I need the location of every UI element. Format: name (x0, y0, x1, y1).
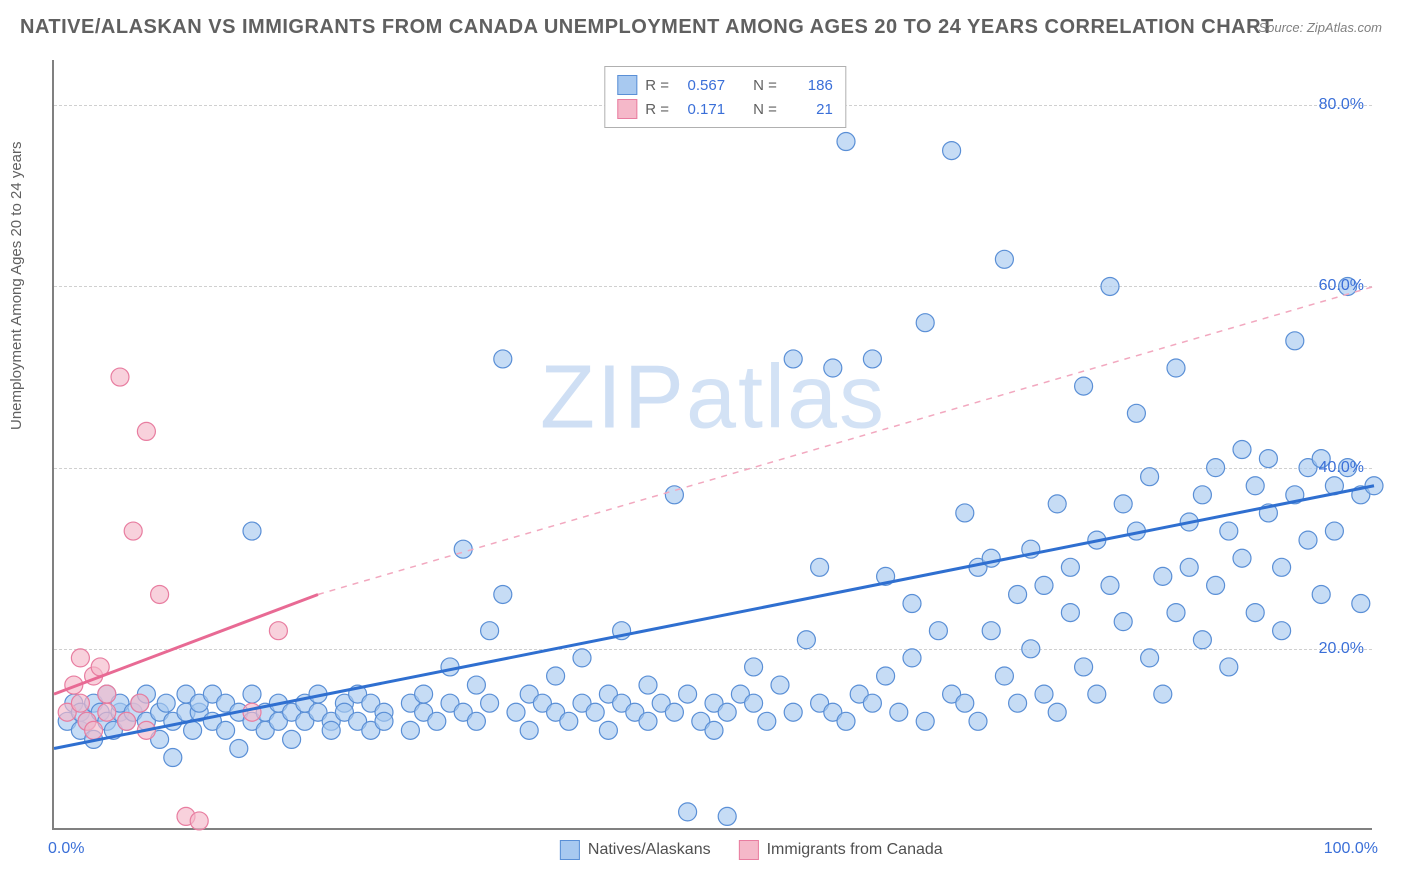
legend-label-series1: Natives/Alaskans (588, 841, 711, 859)
n-label: N = (753, 77, 777, 94)
y-tick-label: 20.0% (1319, 640, 1364, 658)
n-value-series2: 21 (785, 101, 833, 118)
r-value-series1: 0.567 (677, 77, 725, 94)
legend-swatch-series2-b (739, 840, 759, 860)
chart-container: NATIVE/ALASKAN VS IMMIGRANTS FROM CANADA… (0, 0, 1406, 892)
y-tick-label: 60.0% (1319, 277, 1364, 295)
legend-swatch-series1-b (560, 840, 580, 860)
r-label: R = (645, 101, 669, 118)
r-value-series2: 0.171 (677, 101, 725, 118)
legend-swatch-series2 (617, 99, 637, 119)
n-value-series1: 186 (785, 77, 833, 94)
x-tick-label: 0.0% (48, 840, 84, 858)
n-label: N = (753, 101, 777, 118)
legend-label-series2: Immigrants from Canada (767, 841, 943, 859)
chart-title: NATIVE/ALASKAN VS IMMIGRANTS FROM CANADA… (20, 16, 1274, 39)
y-axis-label: Unemployment Among Ages 20 to 24 years (8, 141, 25, 430)
legend-correlation-box: R = 0.567 N = 186 R = 0.171 N = 21 (604, 66, 846, 128)
legend-item-series2: Immigrants from Canada (739, 840, 943, 860)
r-label: R = (645, 77, 669, 94)
legend-swatch-series1 (617, 75, 637, 95)
y-tick-label: 80.0% (1319, 96, 1364, 114)
legend-item-series1: Natives/Alaskans (560, 840, 711, 860)
plot-area: ZIPatlas R = 0.567 N = 186 R = 0.171 N =… (52, 60, 1372, 830)
legend-row-series2: R = 0.171 N = 21 (617, 97, 833, 121)
source-attribution: Source: ZipAtlas.com (1258, 20, 1382, 35)
scatter-plot-svg (54, 60, 1372, 828)
legend-row-series1: R = 0.567 N = 186 (617, 73, 833, 97)
x-tick-label: 100.0% (1324, 840, 1378, 858)
legend-series-names: Natives/Alaskans Immigrants from Canada (560, 840, 943, 860)
y-tick-label: 40.0% (1319, 459, 1364, 477)
